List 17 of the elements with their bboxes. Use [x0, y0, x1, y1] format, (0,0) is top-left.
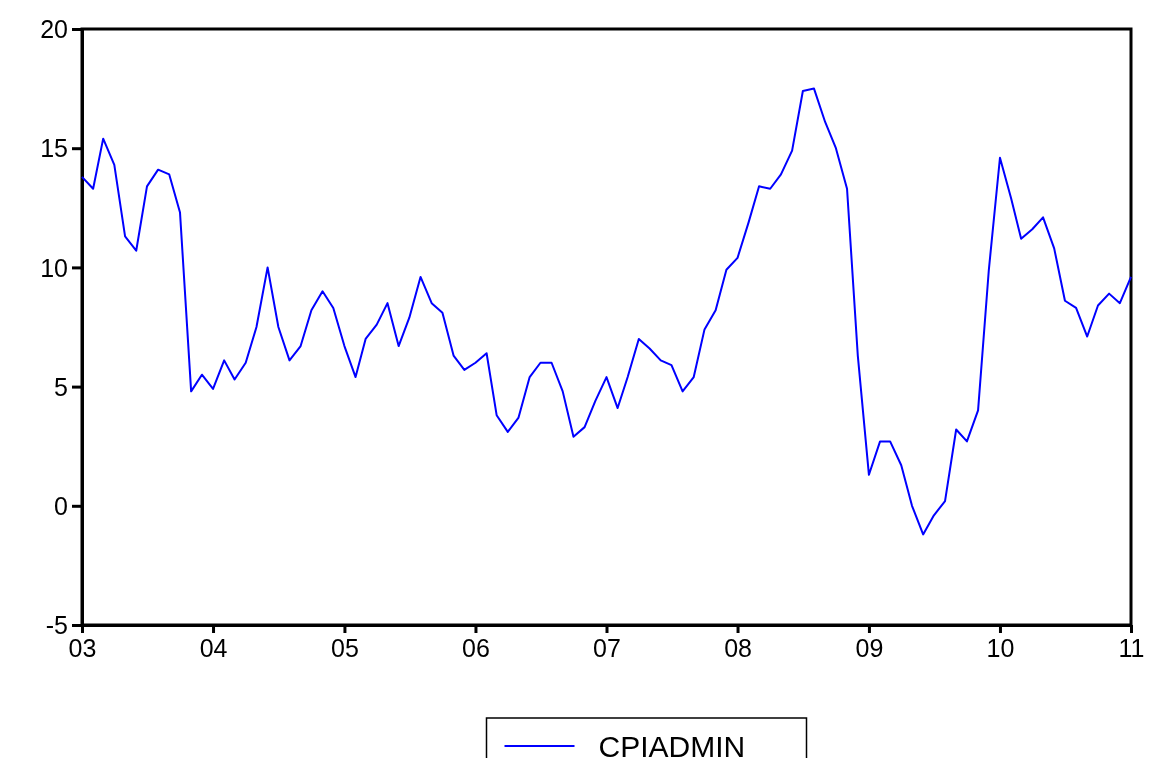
x-tick-label: 07: [593, 633, 621, 662]
y-tick-label: 5: [54, 372, 68, 401]
y-tick-label: 10: [40, 253, 68, 282]
line-series: [81, 87, 1132, 536]
y-tick-label: 20: [40, 15, 68, 44]
x-tick-label: 04: [199, 633, 228, 662]
x-tick-label: 03: [68, 633, 97, 662]
y-tick-label: 0: [54, 492, 68, 521]
y-tick-label: -5: [45, 611, 68, 640]
x-tick-label: 08: [724, 633, 752, 662]
x-tick-label: 11: [1118, 633, 1145, 662]
x-tick-label: 10: [986, 633, 1015, 662]
x-tick-label: 09: [855, 633, 884, 662]
x-tick-label: 05: [331, 633, 359, 662]
y-tick-label: 15: [40, 134, 68, 163]
x-tick-label: 06: [462, 633, 490, 662]
legend-label: CPIADMIN: [598, 729, 746, 758]
